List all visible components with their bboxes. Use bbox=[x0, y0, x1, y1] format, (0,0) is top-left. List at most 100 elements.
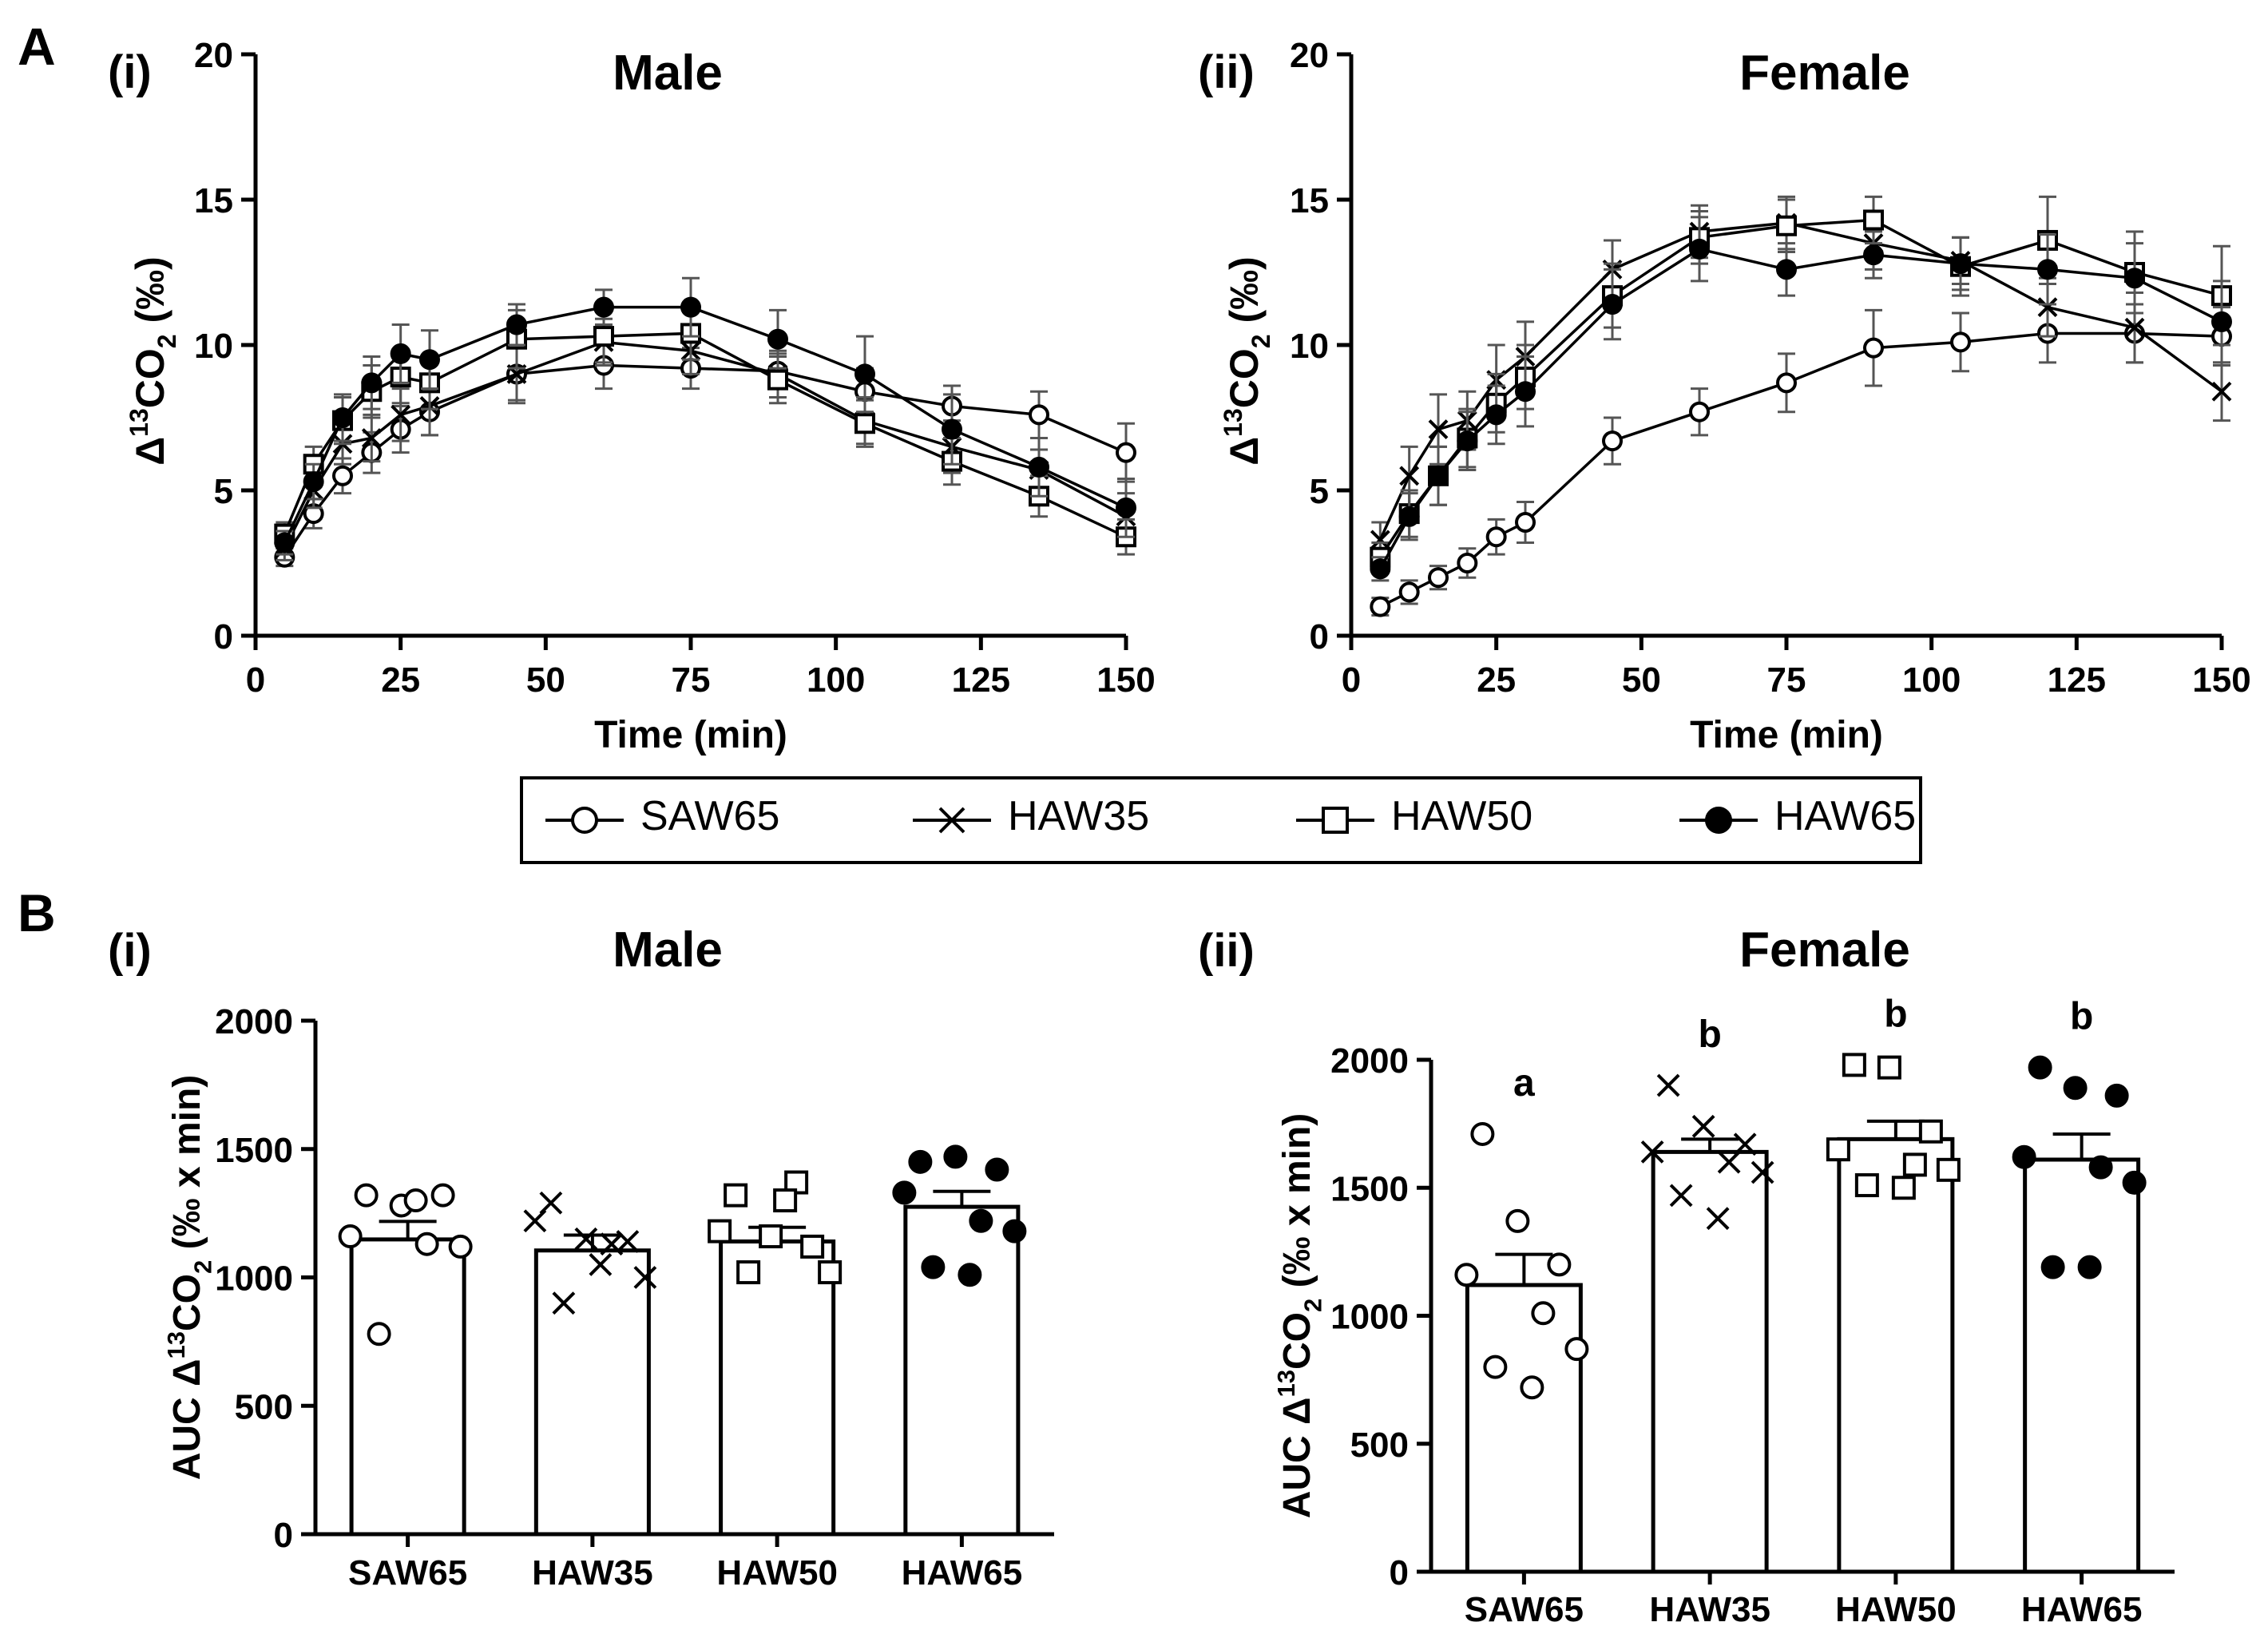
series-line bbox=[1379, 331, 2222, 609]
individual-point bbox=[338, 1224, 363, 1249]
legend-label: HAW35 bbox=[1008, 793, 1150, 839]
individual-point-stroke-2 bbox=[1669, 1184, 1693, 1208]
cross-x-icon bbox=[913, 807, 991, 834]
x-tick-label: HAW50 bbox=[716, 1553, 838, 1592]
x-axis-label: Time (min) bbox=[594, 714, 787, 756]
y-tick-label: 2000 bbox=[215, 1002, 293, 1041]
individual-point bbox=[600, 1232, 624, 1256]
individual-point-stroke-2 bbox=[1656, 1073, 1680, 1097]
data-point bbox=[1457, 430, 1478, 452]
legend: SAW65 HAW35 HAW50 HAW65 bbox=[520, 776, 1922, 864]
individual-point-stroke-2 bbox=[1640, 1140, 1664, 1164]
bar-group-SAW65: SAW65 bbox=[338, 1183, 473, 1592]
data-point bbox=[942, 418, 962, 440]
data-point bbox=[506, 314, 527, 335]
individual-point bbox=[1505, 1208, 1530, 1233]
individual-point bbox=[773, 1188, 798, 1213]
individual-point bbox=[724, 1183, 748, 1208]
data-point bbox=[1428, 419, 1449, 439]
individual-point-stroke-2 bbox=[523, 1209, 547, 1233]
individual-point bbox=[958, 1263, 982, 1287]
legend-symbol-stroke-2 bbox=[938, 807, 965, 834]
legend-label: HAW50 bbox=[1391, 793, 1533, 839]
individual-point bbox=[589, 1253, 613, 1276]
x-tick-label: 125 bbox=[952, 660, 1010, 700]
x-tick-label: SAW65 bbox=[348, 1553, 467, 1592]
significance-letter: b bbox=[1698, 1013, 1721, 1056]
chart-title: Female bbox=[1739, 922, 1910, 978]
individual-point bbox=[1842, 1053, 1866, 1077]
individual-point-stroke-2 bbox=[1691, 1114, 1715, 1138]
x-tick-label: 100 bbox=[1902, 660, 1961, 700]
data-point bbox=[2211, 381, 2232, 402]
y-axis-label: AUC Δ13CO2 (‰ x min) bbox=[1272, 1113, 1327, 1519]
data-point bbox=[593, 326, 614, 347]
bar bbox=[719, 1239, 836, 1537]
data-point bbox=[1116, 497, 1136, 518]
data-point bbox=[1485, 526, 1507, 548]
individual-point bbox=[1470, 1121, 1495, 1146]
individual-point bbox=[1891, 1176, 1916, 1200]
y-tick-label: 0 bbox=[274, 1516, 293, 1555]
individual-point bbox=[1656, 1073, 1680, 1097]
x-tick-label: HAW50 bbox=[1835, 1590, 1957, 1629]
data-point bbox=[854, 413, 875, 434]
data-point bbox=[1776, 372, 1797, 394]
individual-point bbox=[1669, 1184, 1693, 1208]
individual-point bbox=[523, 1209, 547, 1233]
legend-symbol bbox=[938, 807, 965, 834]
data-point bbox=[1485, 404, 1507, 426]
panel-label-b: B bbox=[18, 883, 56, 942]
data-point bbox=[680, 296, 701, 318]
y-tick-label: 20 bbox=[1290, 36, 1329, 75]
individual-point bbox=[1877, 1055, 1901, 1080]
individual-point bbox=[552, 1291, 576, 1315]
series-line bbox=[1378, 221, 2223, 541]
y-tick-label: 10 bbox=[1290, 327, 1329, 366]
data-point bbox=[1428, 465, 1449, 486]
y-tick-label: 500 bbox=[1350, 1426, 1409, 1465]
y-axis-label: AUC Δ13CO2 (‰ x min) bbox=[162, 1075, 217, 1481]
individual-point bbox=[2012, 1144, 2036, 1169]
x-tick-label: 150 bbox=[2192, 660, 2250, 700]
data-point bbox=[1950, 331, 1971, 353]
bar bbox=[2023, 1157, 2141, 1574]
data-point bbox=[1689, 238, 1710, 260]
data-point bbox=[1689, 401, 1710, 422]
individual-point bbox=[985, 1157, 1009, 1182]
data-point-stroke-2 bbox=[2124, 317, 2145, 338]
open-circle-icon bbox=[545, 807, 624, 834]
bar bbox=[533, 1248, 651, 1537]
series-line bbox=[283, 331, 1127, 538]
data-point bbox=[1863, 244, 1884, 266]
data-point bbox=[1863, 337, 1884, 359]
data-point bbox=[1457, 553, 1478, 573]
data-point-stroke-2 bbox=[2037, 297, 2058, 318]
significance-letter: b bbox=[1884, 993, 1907, 1035]
y-tick-label: 0 bbox=[214, 617, 233, 656]
data-point-stroke-2 bbox=[2211, 381, 2232, 402]
x-tick-label: 150 bbox=[1096, 660, 1155, 700]
y-tick-label: 20 bbox=[194, 36, 233, 75]
y-tick-label: 0 bbox=[1310, 617, 1329, 656]
chart-title: Female bbox=[1739, 46, 1910, 101]
individual-point bbox=[354, 1183, 379, 1208]
data-point bbox=[1776, 259, 1797, 280]
individual-point bbox=[2104, 1083, 2129, 1108]
data-point bbox=[767, 369, 788, 391]
data-point bbox=[1398, 581, 1420, 603]
individual-point-stroke-2 bbox=[600, 1232, 624, 1256]
individual-point bbox=[430, 1183, 455, 1208]
individual-point bbox=[1454, 1263, 1479, 1287]
x-tick-label: 75 bbox=[1767, 660, 1806, 700]
individual-point bbox=[1002, 1219, 1027, 1243]
y-tick-label: 500 bbox=[235, 1387, 293, 1426]
bar-group-SAW65: SAW65 a bbox=[1454, 1062, 1589, 1629]
individual-point bbox=[1640, 1140, 1664, 1164]
individual-point bbox=[1483, 1354, 1508, 1379]
x-tick-label: 50 bbox=[526, 660, 565, 700]
data-point-stroke-2 bbox=[1399, 466, 1420, 486]
significance-letter: a bbox=[1513, 1062, 1535, 1105]
y-tick-label: 1500 bbox=[1330, 1169, 1409, 1208]
